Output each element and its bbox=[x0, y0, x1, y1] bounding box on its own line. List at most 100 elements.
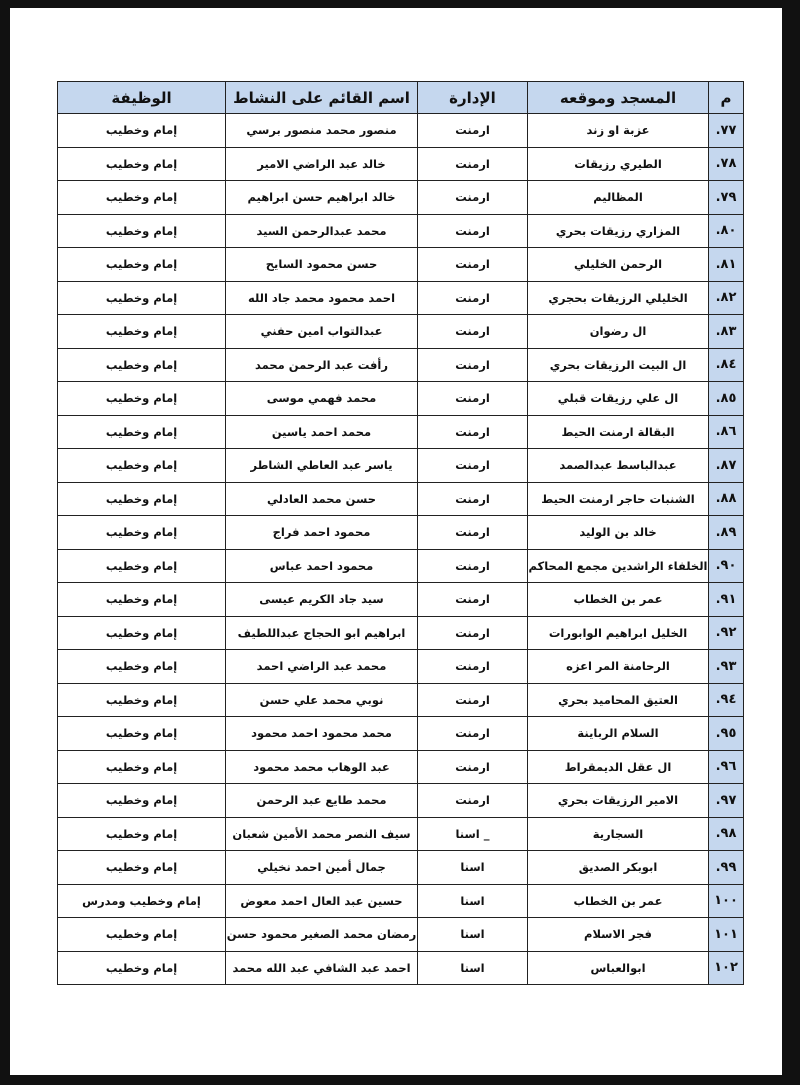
header-administration: الإدارة bbox=[417, 81, 528, 114]
table-row: ٨٥. ال علي رزيقات قبلي ارمنت محمد فهمي موسى… bbox=[57, 381, 744, 416]
responsible-name-cell: محمود احمد عباس bbox=[225, 548, 418, 583]
table-row: ٩٣. الرحامنة المر اعزه ارمنت محمد عبد الراض… bbox=[57, 649, 744, 684]
table-row: ٨٣. ال رضوان ارمنت عبدالتواب امين حفني إمام … bbox=[57, 314, 744, 349]
mosques-table: م المسجد وموقعه الإدارة اسم القائم على ا… bbox=[57, 81, 744, 985]
mosque-cell: المزاري رزيقات بحري bbox=[527, 213, 709, 248]
row-number: ٨٧. bbox=[708, 448, 744, 483]
job-cell: إمام وخطيب bbox=[57, 347, 226, 382]
responsible-name-cell: منصور محمد منصور برسي bbox=[225, 113, 418, 148]
job-cell: إمام وخطيب bbox=[57, 950, 226, 985]
responsible-name-cell: جمال أمين احمد نخيلي bbox=[225, 850, 418, 885]
administration-cell: ارمنت bbox=[417, 414, 528, 449]
table-row: ٩٩. ابوبكر الصديق اسنا جمال أمين احمد نخيلي… bbox=[57, 850, 744, 885]
job-cell: إمام وخطيب bbox=[57, 615, 226, 650]
table-row: ١٠١ فجر الاسلام اسنا رمضان محمد الصغير محمو… bbox=[57, 917, 744, 952]
row-number: ٨٤. bbox=[708, 347, 744, 382]
responsible-name-cell: محمد عبد الراضي احمد bbox=[225, 649, 418, 684]
table-row: ٨٩. خالد بن الوليد ارمنت محمود احمد فراج إما… bbox=[57, 515, 744, 550]
table-row: ٨٢. الخليلي الرزيقات بحجري ارمنت احمد محمود… bbox=[57, 280, 744, 315]
administration-cell: ارمنت bbox=[417, 548, 528, 583]
job-cell: إمام وخطيب bbox=[57, 917, 226, 952]
administration-cell: اسنا bbox=[417, 883, 528, 918]
header-responsible-name: اسم القائم على النشاط bbox=[225, 81, 418, 114]
job-cell: إمام وخطيب bbox=[57, 783, 226, 818]
job-cell: إمام وخطيب bbox=[57, 180, 226, 215]
row-number: ٨٢. bbox=[708, 280, 744, 315]
table-row: ٩٠. الخلفاء الراشدين مجمع المحاكم ارمنت محم… bbox=[57, 548, 744, 583]
job-cell: إمام وخطيب bbox=[57, 816, 226, 851]
administration-cell: ارمنت bbox=[417, 213, 528, 248]
mosque-cell: السلام الرباينة bbox=[527, 716, 709, 751]
responsible-name-cell: احمد عبد الشافي عبد الله محمد bbox=[225, 950, 418, 985]
mosque-cell: خالد بن الوليد bbox=[527, 515, 709, 550]
administration-cell: ارمنت bbox=[417, 448, 528, 483]
administration-cell: ارمنت bbox=[417, 783, 528, 818]
mosque-cell: الشنبات حاجر ارمنت الحيط bbox=[527, 481, 709, 516]
row-number: ٨٠. bbox=[708, 213, 744, 248]
header-job: الوظيفة bbox=[57, 81, 226, 114]
table-row: ٩٥. السلام الرباينة ارمنت محمد محمود احمد م… bbox=[57, 716, 744, 751]
row-number: ١٠٠ bbox=[708, 883, 744, 918]
table-row: ٩٢. الخليل ابراهيم الوابورات ارمنت ابراهيم … bbox=[57, 615, 744, 650]
job-cell: إمام وخطيب bbox=[57, 749, 226, 784]
row-number: ٩٧. bbox=[708, 783, 744, 818]
mosque-cell: العتيق المحاميد بحري bbox=[527, 682, 709, 717]
row-number: ٩٩. bbox=[708, 850, 744, 885]
row-number: ٨١. bbox=[708, 247, 744, 282]
mosque-cell: ال البيت الرزيقات بحري bbox=[527, 347, 709, 382]
row-number: ٨٦. bbox=[708, 414, 744, 449]
row-number: ٩٨. bbox=[708, 816, 744, 851]
administration-cell: ارمنت bbox=[417, 649, 528, 684]
administration-cell: ارمنت bbox=[417, 113, 528, 148]
row-number: ٩٣. bbox=[708, 649, 744, 684]
administration-cell: اسنا bbox=[417, 850, 528, 885]
row-number: ٨٣. bbox=[708, 314, 744, 349]
administration-cell: ارمنت bbox=[417, 515, 528, 550]
row-number: ٩٢. bbox=[708, 615, 744, 650]
responsible-name-cell: نوبي محمد علي حسن bbox=[225, 682, 418, 717]
job-cell: إمام وخطيب bbox=[57, 481, 226, 516]
job-cell: إمام وخطيب bbox=[57, 716, 226, 751]
administration-cell: ارمنت bbox=[417, 381, 528, 416]
administration-cell: ارمنت bbox=[417, 481, 528, 516]
job-cell: إمام وخطيب bbox=[57, 448, 226, 483]
administration-cell: ارمنت bbox=[417, 749, 528, 784]
responsible-name-cell: رأفت عبد الرحمن محمد bbox=[225, 347, 418, 382]
mosque-cell: ال علي رزيقات قبلي bbox=[527, 381, 709, 416]
row-number: ١٠١ bbox=[708, 917, 744, 952]
responsible-name-cell: عبدالتواب امين حفني bbox=[225, 314, 418, 349]
administration-cell: ارمنت bbox=[417, 582, 528, 617]
table-row: ٧٩. المظاليم ارمنت خالد ابراهيم حسن ابراهيم… bbox=[57, 180, 744, 215]
table-row: ٨١. الرحمن الخليلي ارمنت حسن محمود السايح إم… bbox=[57, 247, 744, 282]
responsible-name-cell: سيد جاد الكريم عيسى bbox=[225, 582, 418, 617]
header-number: م bbox=[708, 81, 744, 114]
job-cell: إمام وخطيب ومدرس bbox=[57, 883, 226, 918]
mosque-cell: الخلفاء الراشدين مجمع المحاكم bbox=[527, 548, 709, 583]
row-number: ٨٨. bbox=[708, 481, 744, 516]
table-row: ٩٨. السجارية _ اسنا سيف النصر محمد الأمين ش… bbox=[57, 816, 744, 851]
table-row: ٨٨. الشنبات حاجر ارمنت الحيط ارمنت حسن محمد… bbox=[57, 481, 744, 516]
mosque-cell: الرحمن الخليلي bbox=[527, 247, 709, 282]
responsible-name-cell: محمود احمد فراج bbox=[225, 515, 418, 550]
row-number: ٨٥. bbox=[708, 381, 744, 416]
row-number: ٨٩. bbox=[708, 515, 744, 550]
mosque-cell: ابوبكر الصديق bbox=[527, 850, 709, 885]
mosque-cell: عمر بن الخطاب bbox=[527, 883, 709, 918]
administration-cell: ارمنت bbox=[417, 682, 528, 717]
job-cell: إمام وخطيب bbox=[57, 850, 226, 885]
row-number: ٩٤. bbox=[708, 682, 744, 717]
table-header-row: م المسجد وموقعه الإدارة اسم القائم على ا… bbox=[57, 81, 744, 114]
table-row: ١٠٢ ابوالعباس اسنا احمد عبد الشافي عبد الله… bbox=[57, 950, 744, 985]
mosque-cell: فجر الاسلام bbox=[527, 917, 709, 952]
row-number: ٩٥. bbox=[708, 716, 744, 751]
row-number: ٧٩. bbox=[708, 180, 744, 215]
administration-cell: _ اسنا bbox=[417, 816, 528, 851]
table-row: ٧٧. عزبة او زند ارمنت منصور محمد منصور برسي… bbox=[57, 113, 744, 148]
table-row: ٩٧. الامير الرزيقات بحري ارمنت محمد طايع عب… bbox=[57, 783, 744, 818]
header-mosque: المسجد وموقعه bbox=[527, 81, 709, 114]
table-row: ٩٤. العتيق المحاميد بحري ارمنت نوبي محمد عل… bbox=[57, 682, 744, 717]
table-row: ٨٧. عبدالباسط عبدالصمد ارمنت ياسر عبد العاط… bbox=[57, 448, 744, 483]
job-cell: إمام وخطيب bbox=[57, 682, 226, 717]
responsible-name-cell: ابراهيم ابو الحجاج عبداللطيف bbox=[225, 615, 418, 650]
mosque-cell: البقالة ارمنت الحيط bbox=[527, 414, 709, 449]
